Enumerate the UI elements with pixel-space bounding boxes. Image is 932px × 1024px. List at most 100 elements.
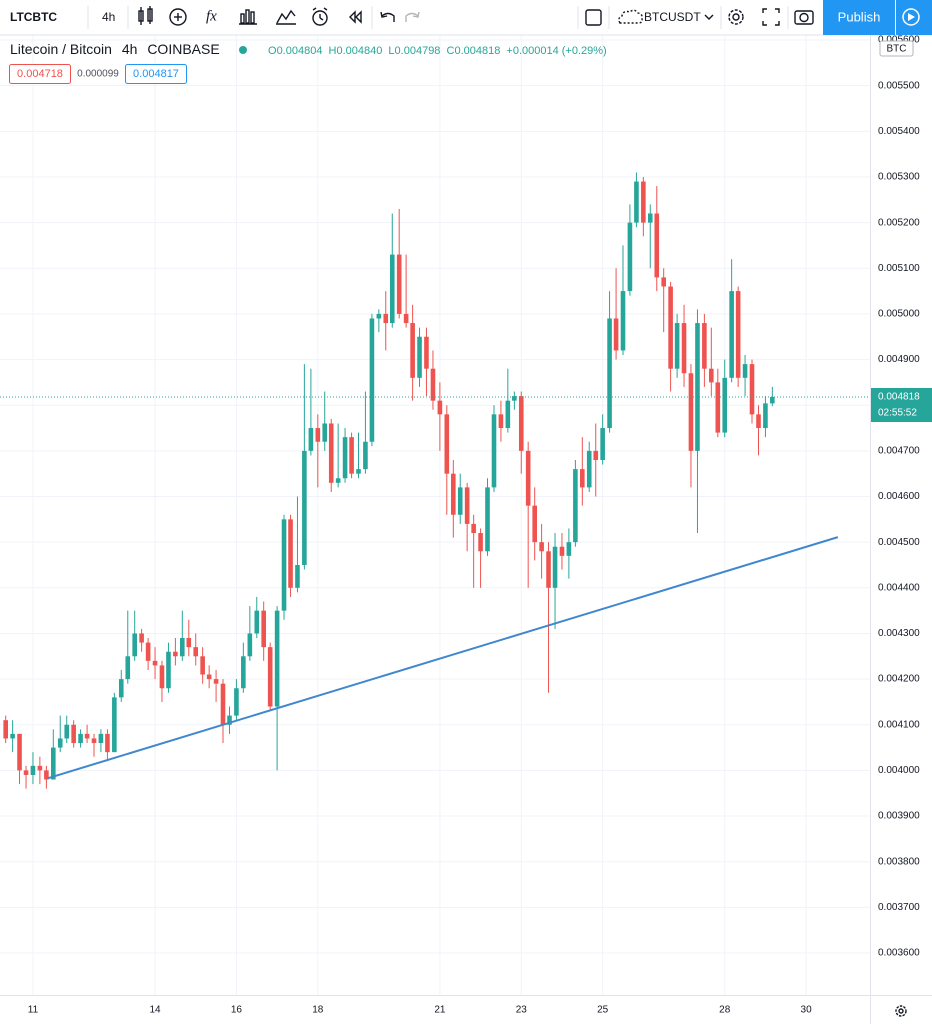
alert-button[interactable]	[312, 7, 328, 26]
candle-body	[281, 519, 287, 611]
candle-body	[234, 688, 239, 716]
compare-symbol[interactable]: BTCUSDT	[644, 10, 701, 24]
candle-body	[37, 765, 43, 771]
candle-body	[471, 523, 476, 534]
snapshot-button[interactable]	[794, 10, 814, 25]
candle-body	[64, 724, 70, 739]
x-tick-label: 21	[434, 1005, 446, 1016]
x-tick-label: 23	[516, 1005, 528, 1016]
plot	[0, 35, 870, 995]
interval-button[interactable]: 4h	[102, 10, 115, 24]
candle-body	[247, 633, 253, 657]
ask-price[interactable]: 0.004817	[133, 68, 179, 80]
layout-button[interactable]	[585, 9, 602, 26]
candle-body	[661, 277, 666, 287]
candle-body	[735, 291, 741, 378]
redo-button[interactable]	[405, 11, 420, 22]
axis-settings-button[interactable]	[895, 1005, 907, 1017]
bid-box[interactable]	[9, 64, 71, 84]
candle-body	[200, 656, 205, 675]
y-tick-label: 0.004300	[878, 628, 920, 639]
y-tick-label: 0.004900	[878, 354, 920, 365]
ohlc-change: +0.000014 (+0.29%)	[506, 45, 606, 57]
candle-body	[485, 487, 490, 552]
candle-body	[695, 323, 700, 451]
candle-body	[78, 733, 83, 744]
stream-icon	[902, 8, 920, 26]
candle-body	[220, 683, 226, 725]
publish-button[interactable]	[823, 0, 895, 35]
bid-price[interactable]: 0.004718	[17, 68, 63, 80]
candle-body	[647, 213, 653, 223]
y-tick-label: 0.003800	[878, 856, 920, 867]
ohlc-key: C	[447, 45, 455, 57]
x-tick-label: 30	[801, 1005, 813, 1016]
settings-button[interactable]	[728, 9, 744, 25]
candle-body	[193, 647, 199, 657]
candle-body	[356, 469, 361, 474]
templates2-button[interactable]	[276, 9, 296, 25]
candle-body	[98, 733, 104, 744]
cloud-icon[interactable]	[618, 9, 643, 24]
candle-body	[241, 656, 246, 689]
ohlc-key: O	[268, 45, 277, 57]
candle-body	[498, 414, 504, 429]
x-tick-label: 25	[597, 1005, 609, 1016]
candle-body	[681, 323, 687, 374]
candle-body	[267, 647, 273, 707]
candle-body	[17, 733, 22, 771]
candle-body	[525, 450, 531, 506]
indicators-button[interactable]: fx	[206, 8, 217, 24]
candle-body	[763, 403, 768, 429]
x-tick-label: 28	[719, 1005, 731, 1016]
candle-body	[756, 414, 761, 429]
candle-body	[274, 610, 280, 707]
candle-body	[505, 400, 511, 429]
symbol-button[interactable]: LTCBTC	[10, 10, 57, 24]
x-tick-label: 16	[231, 1005, 243, 1016]
legend-exchange: COINBASE	[147, 41, 219, 57]
candle-body	[674, 323, 680, 369]
fullscreen-button[interactable]	[762, 8, 780, 26]
candle-body	[444, 414, 450, 474]
candle-body	[295, 564, 300, 588]
ask-box[interactable]	[125, 64, 187, 84]
candle-body	[396, 254, 402, 314]
dropdown-arrow[interactable]	[704, 14, 714, 20]
candle-body	[227, 715, 232, 725]
candle-body	[532, 505, 537, 543]
bar-countdown: 02:55:52	[878, 408, 917, 419]
candle-body	[288, 519, 293, 588]
chart-style-button[interactable]	[138, 6, 153, 25]
candle-body	[437, 400, 443, 415]
candle-body	[145, 642, 151, 661]
candle-body	[491, 414, 497, 488]
candle-body	[702, 323, 707, 369]
y-tick-label: 0.005400	[878, 126, 920, 137]
trend-line	[47, 536, 839, 780]
undo-button[interactable]	[380, 11, 395, 22]
publish-label[interactable]: Publish	[838, 9, 881, 24]
templates-button[interactable]	[239, 9, 257, 25]
candle-body	[634, 181, 639, 223]
legend-symbol: Litecoin / Bitcoin	[10, 41, 112, 57]
unit-label: BTC	[887, 44, 907, 55]
candle-body	[627, 222, 633, 292]
candle-body	[335, 478, 341, 483]
compare-button[interactable]	[169, 8, 187, 26]
candle-body	[166, 651, 171, 689]
x-tick-label: 18	[312, 1005, 324, 1016]
candle-body	[91, 738, 97, 744]
candle-body	[57, 738, 63, 748]
candle-body	[322, 423, 328, 442]
candle-body	[668, 286, 673, 369]
candle-body	[23, 770, 29, 775]
ohlc-value: 0.004804	[277, 45, 323, 57]
replay-button[interactable]	[349, 10, 362, 24]
candle-body	[573, 469, 578, 543]
toolbar	[0, 0, 932, 35]
ohlc-value: 0.004818	[454, 45, 500, 57]
candle-body	[315, 428, 321, 442]
last-price-label: 0.004818	[878, 392, 920, 403]
candle-body	[363, 441, 368, 470]
